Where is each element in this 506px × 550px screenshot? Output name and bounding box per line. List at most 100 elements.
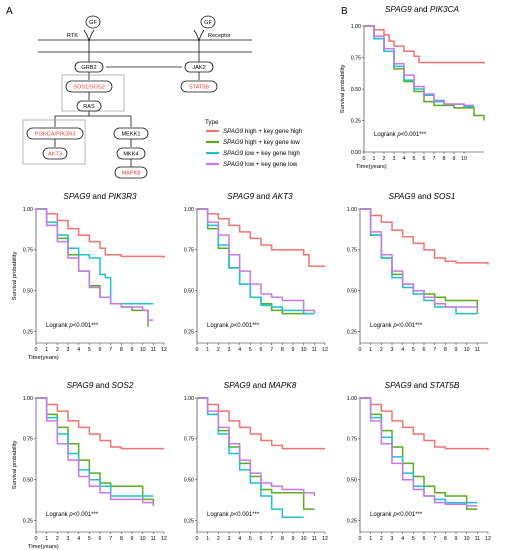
pathway-labels: GF GF RTK Receptor GRB2 JAK2 SOS1/SOS2 S… (35, 20, 231, 177)
node-sos-box (65, 80, 113, 93)
km-plot: SPAG9 and SOS1 0.25 0.50 0.75 1.00 0 1 2 3 4 5 6 7 8 9… (347, 192, 489, 353)
km-x-tick-label: 6 (423, 536, 426, 542)
km-survival-curve (360, 208, 479, 311)
km-survival-curve (36, 208, 149, 327)
km-x-tick-label: 6 (99, 347, 102, 353)
km-x-tick-label: 9 (292, 536, 295, 542)
km-x-tick-label: 5 (88, 347, 91, 353)
km-survival-curve (197, 208, 315, 315)
km-x-tick-label: 0 (363, 156, 366, 162)
node-mapk8-label: MAPK8 (122, 171, 141, 177)
km-x-tick-label: 12 (161, 536, 167, 542)
km-x-tick-label: 1 (206, 536, 209, 542)
km-x-tick-label: 3 (67, 347, 70, 353)
km-x-tick-label: 10 (464, 347, 470, 353)
node-mekk1-label: MEKK1 (122, 132, 141, 138)
km-x-tick-label: 10 (140, 536, 146, 542)
km-survival-curve (36, 208, 154, 321)
km-x-axis-label: Time(years) (28, 355, 59, 361)
km-x-tick-label: 11 (475, 347, 481, 353)
node-mekk1-box (113, 127, 149, 140)
km-x-tick-label: 0 (196, 347, 199, 353)
pathway-diagram (22, 15, 252, 179)
km-survival-curve (36, 397, 155, 506)
km-x-tick-label: 6 (260, 347, 263, 353)
km-x-tick-label: 3 (228, 536, 231, 542)
km-survival-curve (360, 208, 479, 314)
km-y-tick-label: 0.25 (347, 329, 357, 335)
km-x-tick-label: 0 (196, 536, 199, 542)
legend-item-label: SPAG9 low + key gene low (223, 161, 298, 168)
km-y-tick-label: 1.00 (184, 207, 194, 213)
km-x-tick-label: 8 (281, 347, 284, 353)
km-plot-title: SPAG9 and PIK3R3 (63, 192, 137, 201)
node-stat5b-label: STAT5B (189, 85, 210, 91)
km-plot-title: SPAG9 and AKT3 (227, 192, 293, 201)
km-x-tick-label: 1 (45, 536, 48, 542)
legend-title: Type (205, 119, 219, 126)
km-x-tick-label: 11 (151, 536, 157, 542)
km-logrank-annotation: Logrank p<0.001*** (207, 512, 260, 518)
km-y-tick-label: 0.75 (347, 437, 357, 443)
legend-items: SPAG9 high + key gene high SPAG9 high + k… (206, 128, 303, 168)
km-plot: SPAG9 and PIK3CA 0.00 0.25 0.50 0.75 1.00 0 1 2 3… (340, 5, 485, 170)
km-y-tick-label: 1.00 (351, 24, 361, 30)
km-x-tick-label: 12 (485, 536, 491, 542)
km-x-tick-label: 0 (359, 536, 362, 542)
km-x-tick-label: 9 (131, 347, 134, 353)
node-akt3-label: AKT3 (48, 152, 62, 158)
km-x-tick-label: 1 (369, 347, 372, 353)
km-y-tick-label: 0.25 (23, 518, 33, 524)
km-survival-curve (36, 397, 155, 506)
km-survival-curve (360, 208, 478, 315)
km-plot-title: SPAG9 and SOS1 (389, 192, 456, 201)
km-x-tick-label: 10 (140, 347, 146, 353)
km-y-tick-label: 0.25 (184, 518, 194, 524)
km-y-tick-label: 0.00 (351, 150, 361, 156)
km-x-tick-label: 9 (453, 156, 456, 162)
node-grb2-box (74, 61, 104, 73)
km-survival-curve (364, 25, 474, 107)
km-y-axis-label: Survival probability (12, 252, 18, 301)
node-akt3-box (42, 147, 68, 160)
legend-item-label: SPAG9 high + key gene high (223, 128, 303, 135)
km-logrank-annotation: Logrank p<0.001*** (207, 323, 260, 329)
km-x-tick-label: 0 (359, 347, 362, 353)
km-x-tick-label: 1 (206, 347, 209, 353)
km-y-tick-label: 0.75 (23, 248, 33, 254)
km-x-tick-label: 1 (373, 156, 376, 162)
km-survival-curve (197, 208, 316, 314)
km-y-tick-label: 0.75 (347, 248, 357, 254)
km-x-tick-label: 4 (77, 536, 80, 542)
km-x-tick-label: 4 (238, 536, 241, 542)
rtk-receptor-left-arm (83, 29, 90, 58)
km-x-tick-label: 7 (433, 156, 436, 162)
km-y-tick-label: 1.00 (347, 396, 357, 402)
node-pik3-label: PI3KCA/PIK3R3 (35, 132, 76, 138)
km-x-tick-label: 11 (151, 347, 157, 353)
km-x-tick-label: 6 (99, 536, 102, 542)
km-x-tick-label: 11 (475, 536, 481, 542)
km-x-tick-label: 7 (433, 536, 436, 542)
node-mapk8-box (114, 166, 148, 179)
km-x-tick-label: 10 (464, 536, 470, 542)
km-x-tick-label: 9 (455, 536, 458, 542)
km-y-tick-label: 0.75 (184, 437, 194, 443)
km-y-tick-label: 1.00 (23, 207, 33, 213)
km-x-tick-label: 1 (45, 347, 48, 353)
km-x-tick-label: 3 (67, 536, 70, 542)
km-y-tick-label: 0.50 (23, 478, 33, 484)
km-plot-title: SPAG9 and STAT5B (385, 381, 460, 390)
node-ras-box (76, 100, 102, 112)
node-mkk4-label: MKK4 (123, 152, 138, 158)
km-y-tick-label: 0.50 (184, 289, 194, 295)
km-y-tick-label: 0.25 (184, 329, 194, 335)
km-y-tick-label: 0.25 (23, 329, 33, 335)
km-survival-curve (360, 208, 489, 265)
km-logrank-annotation: Logrank p<0.001*** (374, 132, 427, 138)
km-x-tick-label: 5 (249, 536, 252, 542)
